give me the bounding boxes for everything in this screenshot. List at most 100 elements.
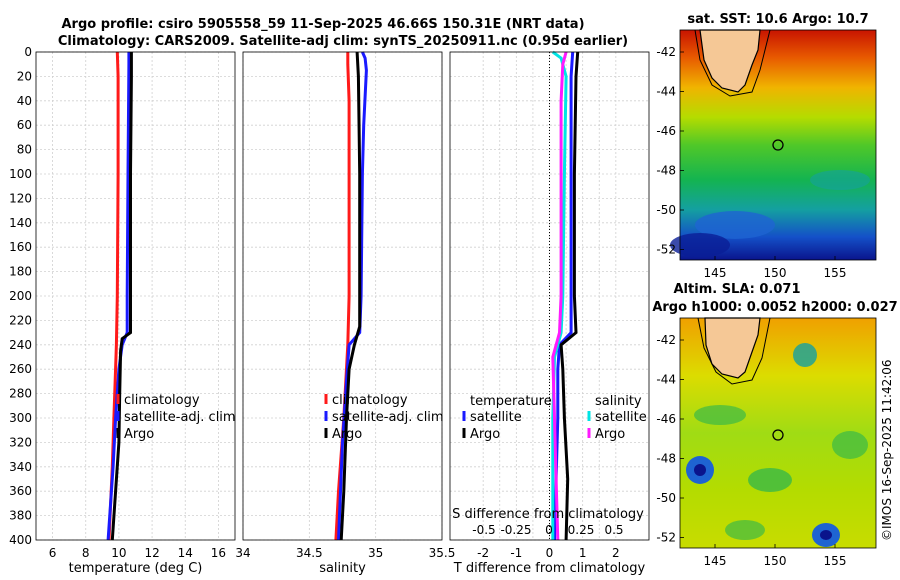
legend-label: Argo [470,427,500,442]
x-tick-label: 8 [82,546,90,560]
y-tick-label: 60 [17,118,32,132]
map-x-tick-label: 155 [824,554,847,568]
y-tick-label: 100 [9,167,32,181]
map-y-tick-label: -50 [656,491,676,505]
map-x-tick-label: 150 [764,554,787,568]
y-tick-label: 140 [9,216,32,230]
x-tick-label: 35 [368,546,383,560]
y-tick-label: 120 [9,191,32,205]
series-line-temperature-argo [559,51,580,541]
s-tick-label: 0 [545,523,553,537]
s-axis-label: S difference from climatology [452,507,644,522]
salinity-panel: 34 34.5 35 35.5 salinity climatology satellite… [235,51,456,576]
legend-s-title: salinity [595,394,642,409]
legend-label: Argo [332,427,362,442]
x-axis-label: temperature (deg C) [69,561,203,576]
sla-axes: -42 -44 -46 -48 -50 -52 145 150 155 [656,333,846,568]
sla-map [679,317,877,549]
map-y-tick-label: -42 [656,45,676,59]
y-tick-label: 380 [9,509,32,523]
x-axis-label: salinity [319,561,366,576]
x-tick-label: 6 [49,546,57,560]
x-tick-label: 34 [235,546,250,560]
sla-argo-marker [772,429,784,441]
y-tick-label: 80 [17,143,32,157]
y-tick-label: 220 [9,313,32,327]
legend-label: Argo [124,427,154,442]
x-tick-label: 0 [546,546,554,560]
sst-axes: -42 -44 -46 -48 -50 -52 145 150 155 [656,45,846,280]
sst-map [670,29,877,261]
series-line-argo [110,52,133,541]
s-tick-label: -0.25 [500,523,531,537]
series-line-argo [339,51,362,541]
sla-blue-eddy-core-1 [694,464,706,476]
sst-frame [679,29,877,261]
sla-blue-eddy-core-2 [820,530,832,540]
y-tick-label: 180 [9,265,32,279]
legend-label: Argo [595,427,625,442]
map-y-tick-label: -48 [656,452,676,466]
y-tick-label: 20 [17,69,32,83]
legend-label: satellite [470,410,522,425]
y-tick-label: 40 [17,94,32,108]
x-tick-label: 12 [144,546,159,560]
y-tick-label: 160 [9,240,32,254]
title-line1: Argo profile: csiro 5905558_59 11-Sep-20… [61,17,584,32]
temperature-panel: 0 20 40 60 80 100 120 140 160 180 200 220 240 260 280 3… [9,45,236,576]
map-y-tick-label: -46 [656,412,676,426]
y-tick-label: 400 [9,533,32,547]
x-tick-label: 16 [211,546,226,560]
sla-map-title1: Altim. SLA: 0.071 [674,282,801,297]
sla-tasmania-land [704,317,761,379]
map-y-tick-label: -46 [656,124,676,138]
map-y-tick-label: -44 [656,85,676,99]
sst-shelf-contour [694,29,771,97]
y-tick-label: 260 [9,362,32,376]
s-tick-label: 0.25 [568,523,595,537]
sla-green-patch-4 [725,520,765,540]
x-tick-label: 34.5 [296,546,323,560]
sla-shelf-contour [697,317,771,385]
series-line-temperature-satellite [553,51,575,541]
y-tick-label: 300 [9,411,32,425]
legend-label: satellite-adj. clim [124,410,236,425]
legend-label: climatology [124,393,200,408]
plot-frame [449,51,650,541]
map-y-tick-label: -42 [656,333,676,347]
x-tick-label: -2 [477,546,489,560]
sla-green-patch-3 [694,405,746,425]
x-tick-label: -1 [510,546,522,560]
legend-label: satellite [595,410,647,425]
map-y-tick-label: -48 [656,164,676,178]
credit-text: ©IMOS 16-Sep-2025 11:42:06 [880,359,894,541]
map-x-tick-label: 145 [704,266,727,280]
map-x-tick-label: 155 [824,266,847,280]
legend-label: climatology [332,393,408,408]
sst-blue-patch [695,211,775,239]
legend-t-title: temperature [470,394,552,409]
x-axis-label: T difference from climatology [453,561,646,576]
sst-cyan-patch [810,170,870,190]
y-tick-label: 360 [9,484,32,498]
y-tick-label: 320 [9,435,32,449]
x-tick-label: 14 [178,546,193,560]
s-tick-label: -0.5 [472,523,495,537]
s-tick-label: 0.5 [604,523,623,537]
sst-tasmania-land [699,29,761,93]
sst-map-title: sat. SST: 10.6 Argo: 10.7 [687,12,868,27]
plot-frame [35,51,236,541]
map-x-tick-label: 150 [764,266,787,280]
title-line2: Climatology: CARS2009. Satellite-adj cli… [58,34,628,49]
y-tick-label: 0 [24,45,32,59]
map-y-tick-label: -44 [656,373,676,387]
legend-label: satellite-adj. clim [332,410,444,425]
x-tick-label: 10 [111,546,126,560]
sla-green-patch-1 [748,468,792,492]
sla-map-title2: Argo h1000: 0.0052 h2000: 0.027 [652,300,897,315]
x-tick-label: 35.5 [429,546,456,560]
x-tick-label: 1 [579,546,587,560]
y-tick-label: 200 [9,289,32,303]
sst-argo-marker [772,139,784,151]
